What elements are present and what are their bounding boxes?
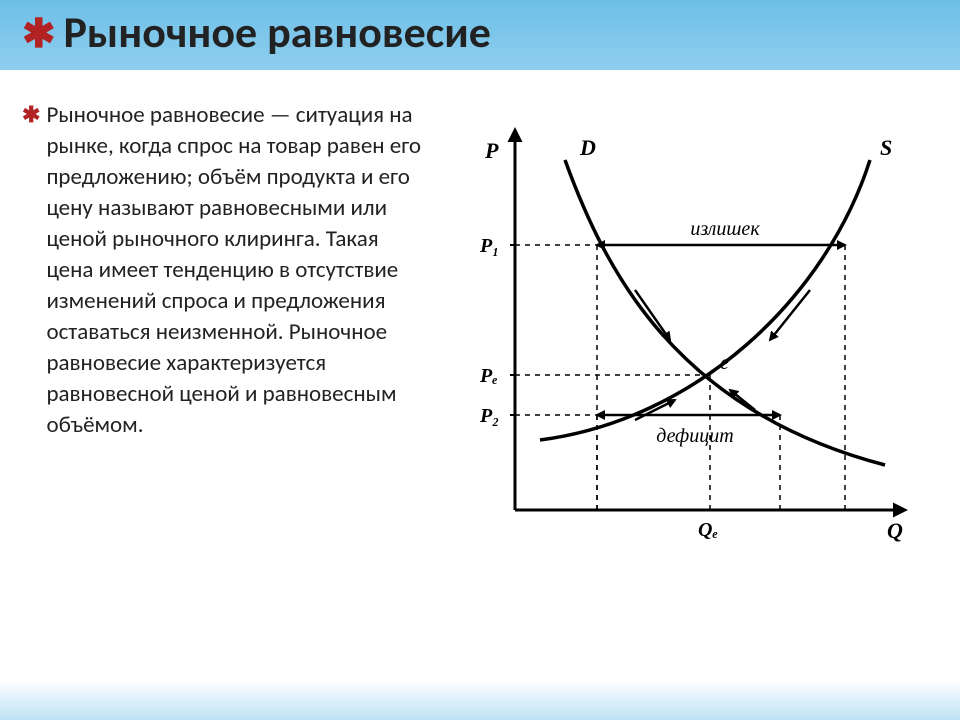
svg-text:S: S (880, 135, 892, 160)
svg-text:P: P (484, 138, 499, 163)
svg-text:P₂: P₂ (479, 405, 499, 427)
chart-svg: P Q D S P₁ Pₑ P₂ e Qₑ излишек дефицит (445, 110, 925, 580)
svg-text:Qₑ: Qₑ (698, 519, 718, 541)
star-bullet-icon: ✱ (22, 14, 56, 54)
svg-text:e: e (720, 352, 729, 374)
slide-title: Рыночное равновесие (64, 8, 491, 56)
svg-text:P₁: P₁ (479, 235, 499, 257)
svg-text:Pₑ: Pₑ (479, 365, 498, 387)
slide-root: ✱ Рыночное равновесие ✱ Рыночное равнове… (0, 0, 960, 720)
body-text: Рыночное равновесие — ситуация на рынке,… (46, 100, 422, 442)
title-row: ✱ Рыночное равновесие (22, 8, 491, 56)
bg-gradient-bottom (0, 680, 960, 720)
body-row: ✱ Рыночное равновесие — ситуация на рынк… (22, 100, 422, 442)
svg-text:излишек: излишек (690, 218, 760, 240)
svg-text:дефицит: дефицит (656, 425, 733, 447)
equilibrium-chart: P Q D S P₁ Pₑ P₂ e Qₑ излишек дефицит (445, 110, 925, 580)
svg-text:D: D (579, 135, 596, 160)
star-bullet-icon: ✱ (22, 104, 40, 126)
svg-text:Q: Q (887, 518, 903, 543)
